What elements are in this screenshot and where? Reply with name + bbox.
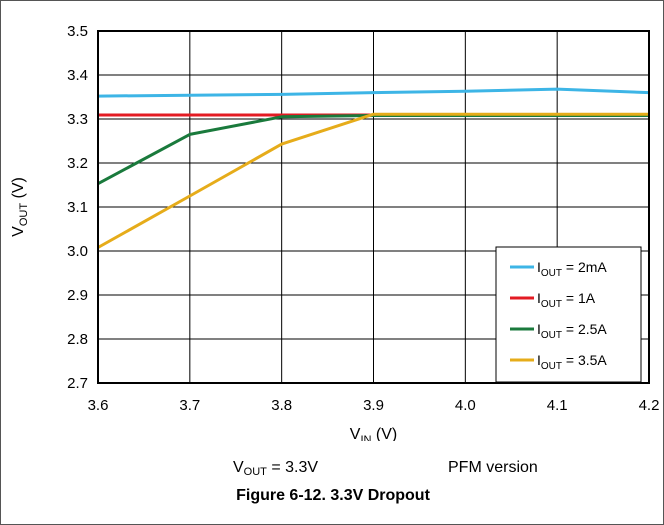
vout-condition: VOUT = 3.3V (233, 459, 318, 478)
legend-label-sub: OUT (541, 299, 562, 310)
grid (97, 30, 650, 384)
x-tick-label: 3.9 (363, 397, 384, 414)
series-lines (97, 87, 650, 249)
x-tick-label: 3.6 (88, 397, 109, 414)
dropout-chart: 2.7 2.8 2.9 3.0 3.1 3.2 3.3 3.4 3.5 3.6 3.7 3.8 3.9… (10, 23, 660, 441)
y-tick-label: 2.9 (67, 287, 88, 304)
vout-condition-main: V (233, 459, 244, 476)
legend-label-main: I (537, 321, 541, 337)
y-tick-labels: 2.7 2.8 2.9 3.0 3.1 3.2 3.3 3.4 3.5 (67, 23, 88, 392)
legend-label-rest: = 2mA (562, 259, 607, 275)
legend-label-1: IOUT = 1A (537, 290, 596, 310)
legend-label-rest: = 2.5A (562, 321, 607, 337)
y-tick-label: 3.5 (67, 23, 88, 40)
legend-label-main: I (537, 290, 541, 306)
legend-label-2: IOUT = 2.5A (537, 321, 607, 341)
x-tick-label: 3.7 (179, 397, 200, 414)
y-axis-title-sub: OUT (18, 203, 30, 227)
y-axis-title-unit: (V) (10, 177, 27, 203)
y-axis-title: VOUT (V) (10, 177, 30, 237)
x-tick-label: 3.8 (271, 397, 292, 414)
x-tick-label: 4.1 (547, 397, 568, 414)
legend-box (495, 246, 642, 383)
x-axis-title-sub: IN (360, 434, 371, 441)
x-tick-labels: 3.6 3.7 3.8 3.9 4.0 4.1 4.2 (88, 397, 660, 414)
x-tick-label: 4.2 (639, 397, 660, 414)
figure-caption: Figure 6-12. 3.3V Dropout (236, 487, 430, 504)
legend-label-0: IOUT = 2mA (537, 259, 607, 279)
legend-label-rest: = 3.5A (562, 352, 607, 368)
x-axis-title-unit: (V) (371, 426, 397, 441)
y-tick-label: 3.4 (67, 67, 88, 84)
plot-border (97, 30, 650, 384)
legend-label-main: I (537, 259, 541, 275)
vout-condition-sub: OUT (243, 466, 267, 478)
y-tick-label: 3.1 (67, 199, 88, 216)
legend-label-sub: OUT (541, 361, 562, 372)
legend-label-sub: OUT (541, 330, 562, 341)
legend-label-sub: OUT (541, 268, 562, 279)
x-tick-label: 4.0 (455, 397, 476, 414)
y-axis-title-main: V (10, 226, 27, 237)
y-tick-label: 2.7 (67, 375, 88, 392)
y-tick-label: 3.0 (67, 243, 88, 260)
legend-label-3: IOUT = 3.5A (537, 352, 607, 372)
series-line-0 (97, 87, 650, 98)
legend-label-main: I (537, 352, 541, 368)
vout-condition-value: = 3.3V (266, 459, 319, 476)
x-axis-title: VIN (V) (350, 426, 397, 441)
series-line-3 (97, 112, 649, 249)
legend-label-rest: = 1A (562, 290, 596, 306)
y-tick-label: 3.2 (67, 155, 88, 172)
y-tick-label: 2.8 (67, 331, 88, 348)
version-note: PFM version (448, 459, 538, 476)
x-axis-title-main: V (350, 426, 361, 441)
y-tick-label: 3.3 (67, 111, 88, 128)
